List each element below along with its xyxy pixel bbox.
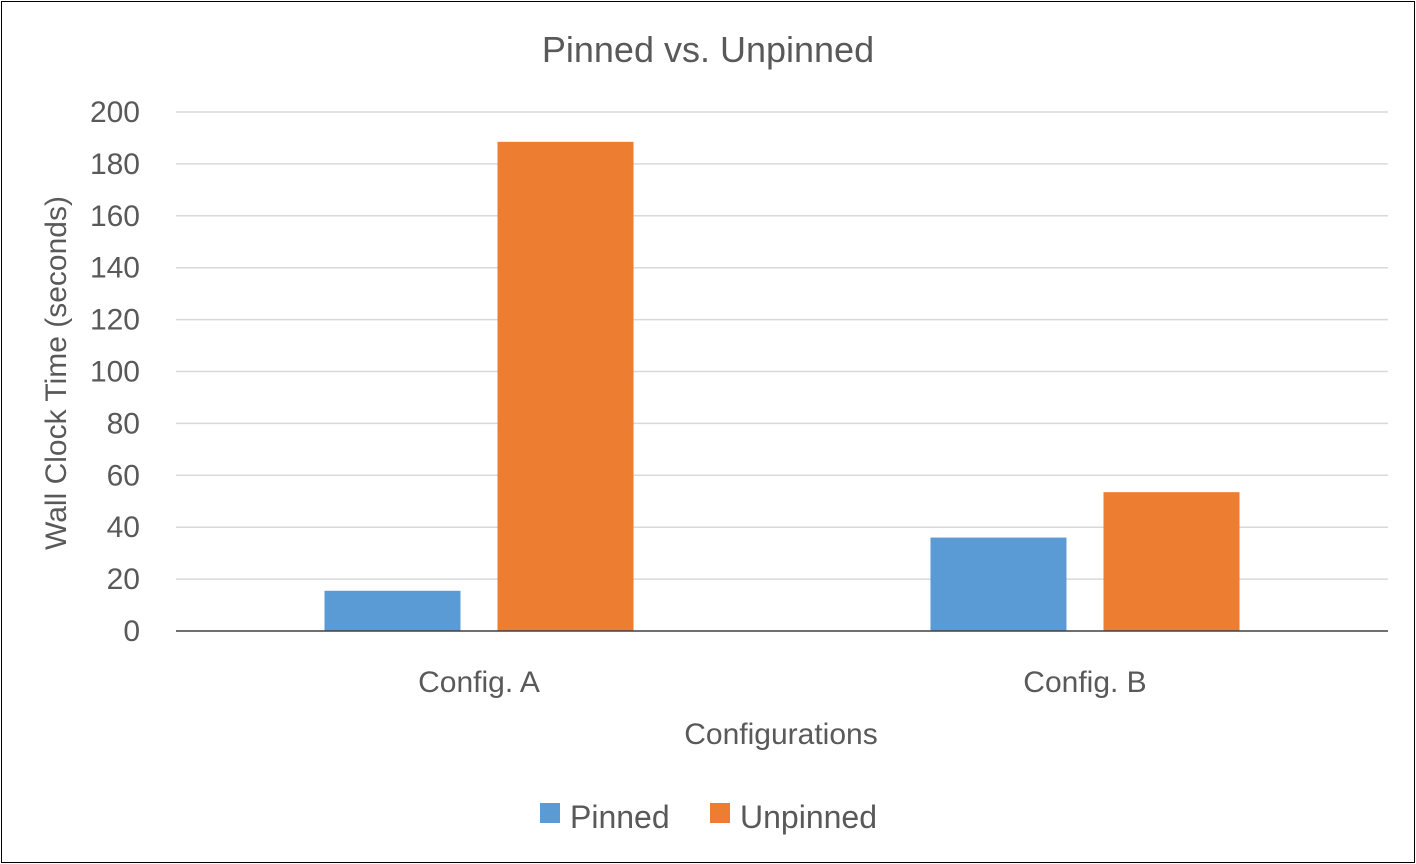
y-tick-label: 20	[107, 563, 140, 596]
legend-swatch-unpinned	[710, 803, 730, 823]
bars	[324, 141, 1240, 631]
x-axis-tick-labels: Config. A Config. B	[418, 666, 1147, 699]
x-tick-label: Config. A	[418, 666, 540, 699]
y-axis-tick-labels: 0 20 40 60 80 100 120 140 160 180 200	[90, 96, 140, 648]
y-tick-label: 200	[90, 96, 140, 129]
y-tick-label: 100	[90, 356, 140, 389]
y-axis-title: Wall Clock Time (seconds)	[40, 196, 73, 550]
y-tick-label: 60	[107, 459, 140, 492]
y-tick-label: 40	[107, 511, 140, 544]
y-tick-label: 0	[123, 615, 140, 648]
y-tick-label: 80	[107, 407, 140, 440]
y-tick-label: 140	[90, 252, 140, 285]
x-axis-title: Configurations	[684, 718, 877, 751]
x-tick-label: Config. B	[1023, 666, 1146, 699]
bar-pinned-1	[324, 590, 461, 631]
y-tick-label: 120	[90, 304, 140, 337]
chart-title: Pinned vs. Unpinned	[542, 29, 874, 70]
legend-label-pinned: Pinned	[570, 799, 670, 835]
legend-swatch-pinned	[540, 803, 560, 823]
y-tick-label: 160	[90, 200, 140, 233]
legend-label-unpinned: Unpinned	[740, 799, 877, 835]
bar-pinned-2	[930, 537, 1067, 631]
y-tick-label: 180	[90, 148, 140, 181]
bar-unpinned-1	[497, 141, 634, 631]
legend: Pinned Unpinned	[540, 799, 877, 835]
bar-unpinned-2	[1103, 492, 1240, 631]
